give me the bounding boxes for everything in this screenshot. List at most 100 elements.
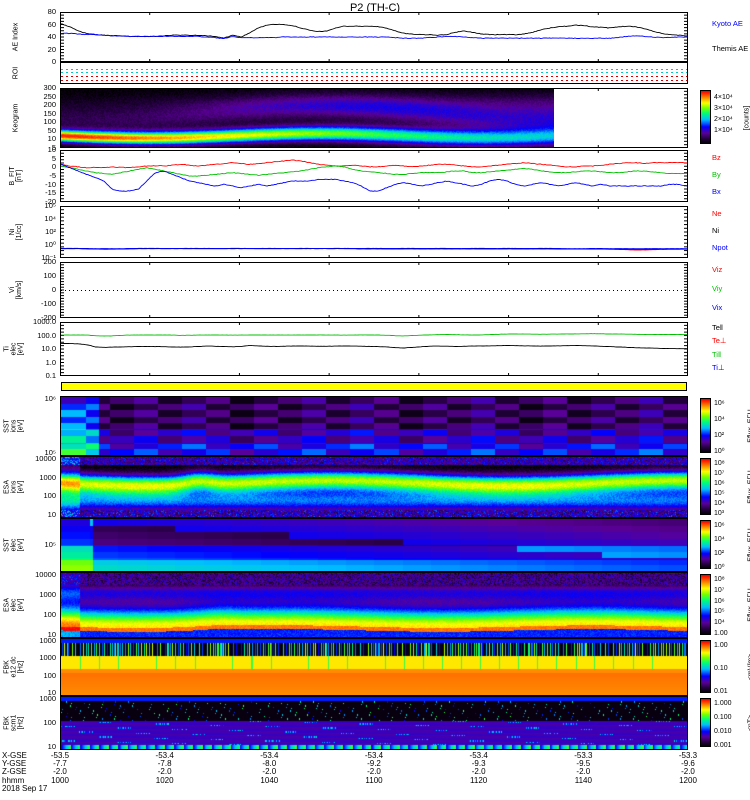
time-value: 1140 <box>574 775 592 785</box>
colorbar-sst-electron-spectrogram <box>700 520 711 569</box>
ytick-vi-velocity: 0 <box>51 285 56 294</box>
y-gse-value: -9.5 <box>576 759 591 769</box>
roi-dotted-line <box>61 79 687 81</box>
ylabel-keogram: Keogram <box>12 103 20 133</box>
time-value: 1200 <box>679 775 697 785</box>
ytick-b-fit: 0 <box>51 162 56 172</box>
legend-label-npot: Npot <box>712 243 728 253</box>
colorbar-tick-esa-ion-spectrogram: 10⁶ <box>714 480 725 487</box>
ylabel-ae-index: AE Index <box>12 22 20 52</box>
axis-column-1040: -53.4 -8.0 -2.0 1040 <box>247 751 291 785</box>
z-gse-value: -2.0 <box>367 767 381 777</box>
ytick-fbk-bfield: 1000 <box>39 694 56 703</box>
ytick-b-fit: -5 <box>49 171 56 180</box>
colorbar-tick-esa-ion-spectrogram: 10⁴ <box>714 500 725 507</box>
page-title: P2 (TH-C) <box>349 2 401 14</box>
ytick-esa-ion-spectrogram: 100 <box>43 491 56 501</box>
ytick-ae-index: 80 <box>47 7 56 16</box>
fbk-efield-image <box>61 639 687 695</box>
z-gse-value: -2.0 <box>681 767 695 777</box>
x-gse-value: -53.3 <box>678 751 698 760</box>
colorbar-esa-electron-spectrogram <box>700 574 711 635</box>
colorbar-label-keogram: [counts] <box>743 105 750 131</box>
time-value: 1000 <box>51 775 69 785</box>
ytick-esa-electron-spectrogram: 10 <box>47 630 56 639</box>
x-gse-value: -53.4 <box>155 751 174 760</box>
colorbar-tick-esa-ion-spectrogram: 10³ <box>714 510 725 517</box>
colorbar-tick-sst-electron-spectrogram: 10⁰ <box>714 564 725 571</box>
colorbar-tick-sst-electron-spectrogram: 10² <box>714 550 725 557</box>
ytick-ni-density: 10⁴ <box>44 214 56 223</box>
y-gse-value: -7.7 <box>53 759 67 769</box>
panel-ti-temperature <box>60 322 688 376</box>
ytick-ti-temperature: 100.0 <box>37 330 56 340</box>
colorbar-tick-esa-electron-spectrogram: 10⁴ <box>714 619 725 627</box>
zero-line-vi <box>61 290 687 291</box>
axis-column-1000: -53.5 -7.7 -2.0 1000 <box>38 751 82 785</box>
ytick-keogram: 200 <box>43 100 56 110</box>
ytick-fbk-efield: 1000 <box>39 636 56 645</box>
ylabel-roi: ROI <box>12 66 20 80</box>
z-gse-value: -2.0 <box>576 767 591 777</box>
ytick-esa-electron-spectrogram: 1000 <box>39 590 56 599</box>
x-gse-value: -53.4 <box>469 751 488 760</box>
ytick-b-fit: -20 <box>45 197 56 206</box>
ytick-keogram: 100 <box>43 117 56 127</box>
colorbar-tick-sst-ion-spectrogram: 10⁴ <box>714 416 725 423</box>
colorbar-tick-keogram: 3×10⁴ <box>714 105 733 112</box>
colorbar-tick-keogram: 1×10⁴ <box>714 127 733 134</box>
ylabel-b-fit: B_FIT [nT] <box>9 166 23 186</box>
z-gse-value: -2.0 <box>157 767 172 777</box>
colorbar-tick-sst-ion-spectrogram: 10⁶ <box>714 400 725 407</box>
colorbar-tick-fbk-bfield: 1.000 <box>714 700 732 707</box>
ylabel-fbk-efield: FBK e12 dc [Hz] <box>3 656 25 678</box>
ytick-keogram: 5 <box>51 143 56 152</box>
legend-label-bx: Bx <box>712 187 721 197</box>
ytick-b-fit: -15 <box>45 188 56 198</box>
colorbar-tick-keogram: 2×10⁴ <box>714 116 733 123</box>
series-ae-index <box>61 23 687 40</box>
colorbar-tick-sst-electron-spectrogram: 10⁴ <box>714 536 725 543</box>
legend-label-ti: Ti‖ <box>712 349 722 359</box>
ylabel-ti-temperature: Ti elec [eV] <box>3 342 25 356</box>
y-gse-value: -7.8 <box>157 759 172 769</box>
ytick-vi-velocity: 200 <box>43 257 56 266</box>
time-value: 1040 <box>260 775 279 785</box>
legend-label-bz: Bz <box>712 152 721 162</box>
ytick-ni-density: 10² <box>45 227 56 236</box>
colorbar-tick-sst-ion-spectrogram: 10² <box>714 432 725 439</box>
x-gse-value: -53.3 <box>574 751 593 760</box>
legend-label-themisae: Themis AE <box>712 43 749 53</box>
y-gse-value: -9.3 <box>471 759 486 769</box>
colorbar-tick-esa-electron-spectrogram: 10⁵ <box>714 608 725 616</box>
x-gse-value: -53.4 <box>364 751 384 760</box>
ylabel-vi-velocity: Vi [km/s] <box>9 280 23 300</box>
colorbar-tick-fbk-bfield: 0.100 <box>714 714 732 721</box>
legend-label-viz: Viz <box>712 265 723 275</box>
ylabel-fbk-bfield: FBK scm1 [Hz] <box>3 714 25 732</box>
ytick-keogram: 10 <box>47 134 56 144</box>
ytick-sst-electron-spectrogram: 10⁵ <box>44 540 56 549</box>
axis-column-1120: -53.4 -9.3 -2.0 1120 <box>457 751 501 785</box>
y-gse-value: -9.2 <box>367 759 381 769</box>
colorbar-fbk-bfield <box>700 698 711 747</box>
x-gse-value: -53.5 <box>50 751 70 760</box>
z-gse-value: -2.0 <box>262 767 277 777</box>
colorbar-tick-fbk-bfield: 0.010 <box>714 728 732 735</box>
colorbar-tick-fbk-bfield: 0.001 <box>714 742 732 749</box>
separator-bar <box>61 382 687 391</box>
ytick-sst-ion-spectrogram: 10⁵ <box>44 448 56 457</box>
time-value: 1100 <box>365 775 383 785</box>
ytick-vi-velocity: 100 <box>43 271 56 280</box>
ytick-keogram: 50 <box>47 125 56 135</box>
ytick-fbk-bfield: 10 <box>47 742 56 751</box>
colorbar-esa-ion-spectrogram <box>700 458 711 515</box>
legend-label-viy: Viy <box>712 284 723 293</box>
ytick-fbk-efield: 10 <box>47 688 56 697</box>
legend-label-vix: Vix <box>712 302 723 312</box>
colorbar-tick-esa-electron-spectrogram: 10⁶ <box>714 597 725 605</box>
colorbar-tick-fbk-efield: 0.01 <box>714 688 728 695</box>
ytick-b-fit: -10 <box>45 179 56 189</box>
ytick-b-fit: 10 <box>47 145 56 154</box>
ytick-ti-temperature: 0.1 <box>45 371 56 380</box>
